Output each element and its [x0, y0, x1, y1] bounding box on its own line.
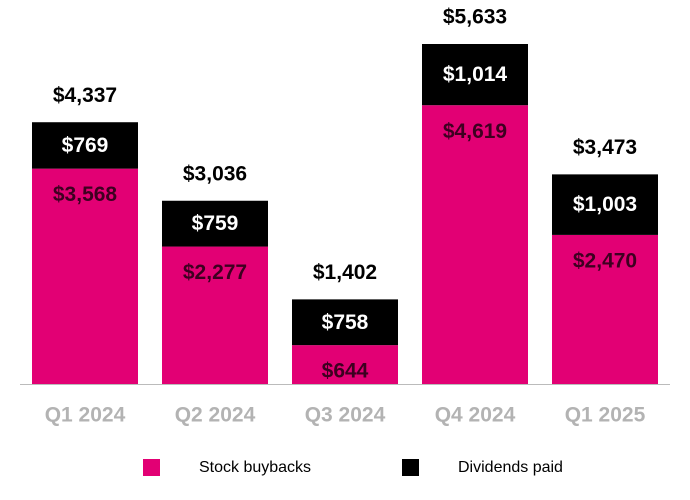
- total-label: $4,337: [53, 84, 117, 107]
- value-label: $769: [62, 134, 109, 157]
- x-tick-label: Q4 2024: [435, 404, 516, 427]
- bar-segment: [552, 174, 658, 235]
- bar-segment: [292, 299, 398, 346]
- value-label: $3,568: [53, 183, 118, 206]
- x-tick-label: Q1 2025: [565, 404, 646, 427]
- bar-segment: [162, 246, 268, 384]
- bar-segment: [422, 105, 528, 385]
- legend-swatch: [143, 459, 160, 476]
- bar-segment: [162, 200, 268, 247]
- value-label: $2,470: [573, 249, 637, 272]
- bar-segment: [552, 234, 658, 384]
- value-label: $2,277: [183, 261, 247, 284]
- value-label: $759: [192, 212, 239, 235]
- x-tick-label: Q2 2024: [175, 404, 256, 427]
- total-label: $1,402: [313, 261, 377, 284]
- total-label: $5,633: [443, 6, 507, 29]
- value-label: $1,014: [443, 63, 508, 86]
- value-label: $1,003: [573, 193, 637, 216]
- bar-segment: [32, 122, 138, 169]
- bar-segment: [422, 44, 528, 106]
- x-tick-label: Q1 2024: [45, 404, 126, 427]
- legend-swatch: [402, 459, 419, 476]
- total-label: $3,473: [573, 136, 637, 159]
- legend-label: Stock buybacks: [199, 459, 311, 476]
- total-label: $3,036: [183, 162, 247, 185]
- value-label: $758: [322, 311, 369, 334]
- x-tick-label: Q3 2024: [305, 404, 386, 427]
- bar-segment: [32, 168, 138, 384]
- legend-label: Dividends paid: [458, 459, 563, 476]
- value-label: $4,619: [443, 120, 507, 143]
- bar-segment: [292, 345, 398, 384]
- value-label: $644: [322, 360, 369, 383]
